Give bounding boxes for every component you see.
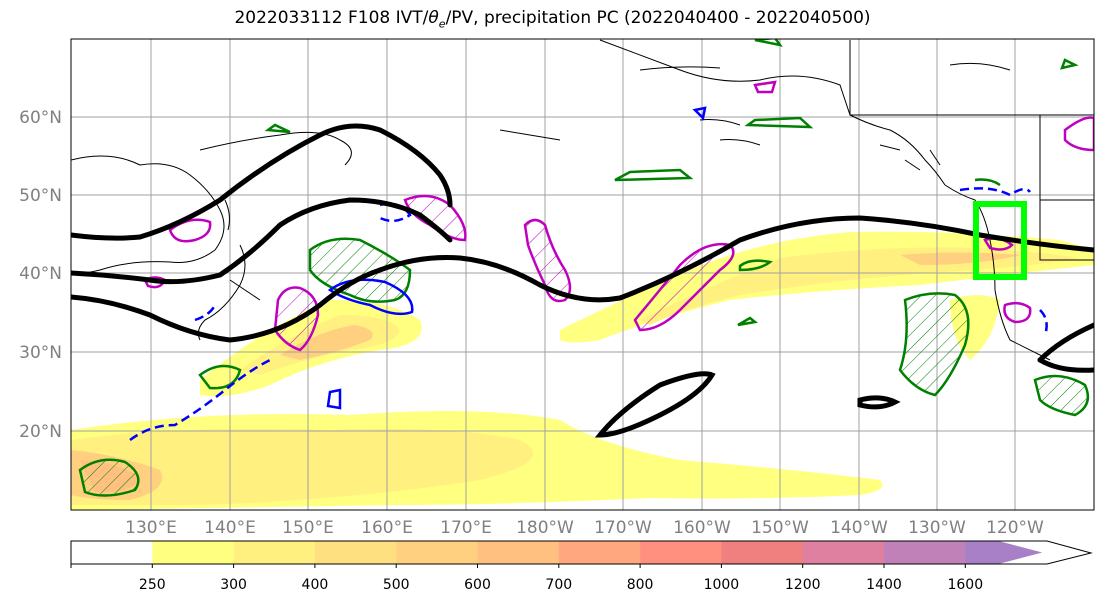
colorbar-segment <box>71 541 153 564</box>
colorbar-tick-label: 250 <box>139 577 166 593</box>
lat-labels: 60°N 50°N 40°N 30°N 20°N <box>19 108 62 442</box>
colorbar-tick-label: 1000 <box>704 577 740 593</box>
colorbar-segment <box>152 541 235 564</box>
coastlines <box>71 39 1094 361</box>
colorbar-segment <box>396 541 478 564</box>
colorbar-segment <box>477 541 560 564</box>
title-theta: θ <box>428 8 439 28</box>
colorbar-tick-label: 1400 <box>866 577 902 593</box>
colorbar-segment <box>884 541 966 564</box>
colorbar-tick-label: 600 <box>464 577 491 593</box>
colorbar-segment <box>721 541 804 564</box>
pv-contours <box>143 80 1094 352</box>
map-content <box>71 39 1094 510</box>
lat-label-40: 40°N <box>19 264 62 284</box>
colorbar-tick-label: 700 <box>545 577 572 593</box>
colorbar-tick-label: 400 <box>302 577 329 593</box>
lat-label-50: 50°N <box>19 186 62 206</box>
region-highlight-box <box>973 201 1027 280</box>
colorbar-segments <box>71 541 1043 564</box>
colorbar-segment <box>965 541 1043 564</box>
colorbar-outline <box>70 540 1093 565</box>
colorbar-segment <box>802 541 885 564</box>
colorbar-tick-label: 800 <box>627 577 654 593</box>
title-theta-sub: e <box>438 17 446 31</box>
lon-label-150e: 150°E <box>282 518 334 538</box>
lon-label-140w: 140°W <box>830 518 888 538</box>
lon-label-160e: 160°E <box>361 518 413 538</box>
thetae-contours <box>71 123 1094 438</box>
chart-title: 2022033112 F108 IVT/θe/PV, precipitation… <box>0 8 1105 30</box>
lon-label-180w: 180°W <box>516 518 574 538</box>
lon-label-170e: 170°E <box>440 518 492 538</box>
colorbar-ticks: 250 300 400 500 600 700 800 1000 1200 1400 1600 <box>70 564 983 593</box>
lat-label-30: 30°N <box>19 343 62 363</box>
colorbar-segment <box>314 541 397 564</box>
negative-contours <box>129 106 1048 442</box>
lon-label-130e: 130°E <box>125 518 177 538</box>
lon-label-160w: 160°W <box>673 518 731 538</box>
colorbar-tick-label: 300 <box>220 577 247 593</box>
lon-label-150w: 150°W <box>751 518 809 538</box>
map-frame <box>70 38 1095 511</box>
colorbar-tick-label: 1200 <box>785 577 821 593</box>
title-suffix: /PV, precipitation PC (2022040400 - 2022… <box>445 8 871 28</box>
lat-label-20: 20°N <box>19 422 62 442</box>
lon-labels: 130°E 140°E 150°E 160°E 170°E 180°W 170°… <box>125 518 1044 538</box>
colorbar-segment <box>233 541 316 564</box>
lon-label-140e: 140°E <box>204 518 256 538</box>
lat-label-60: 60°N <box>19 108 62 128</box>
colorbar-segment <box>558 541 641 564</box>
lon-label-170w: 170°W <box>594 518 652 538</box>
ivt-shading <box>71 231 1094 510</box>
lon-label-130w: 130°W <box>908 518 966 538</box>
lon-label-120w: 120°W <box>986 518 1044 538</box>
precip-contours <box>78 39 1090 497</box>
title-prefix: 2022033112 F108 IVT/ <box>234 8 429 28</box>
colorbar-tick-label: 500 <box>383 577 410 593</box>
colorbar-segment <box>640 541 722 564</box>
colorbar-tick-label: 1600 <box>947 577 983 593</box>
